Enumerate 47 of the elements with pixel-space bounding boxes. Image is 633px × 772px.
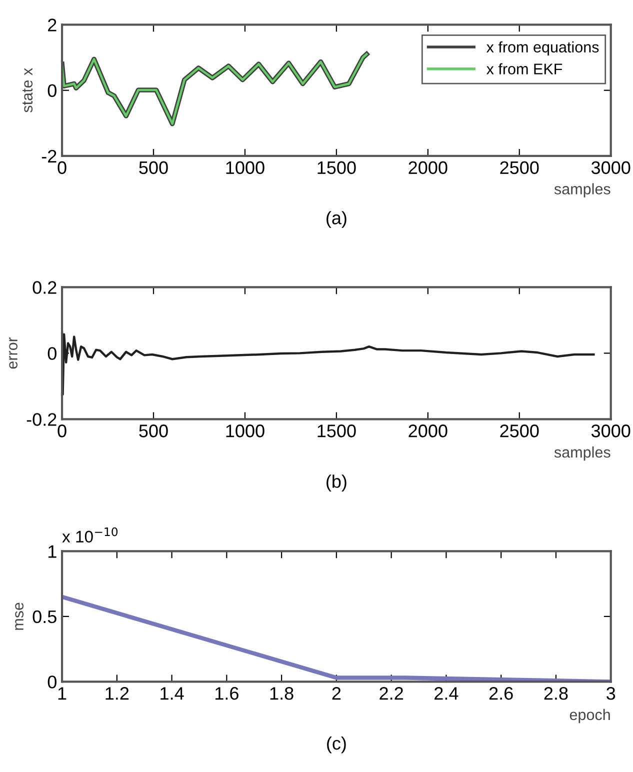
y-tick-label: 0.5 xyxy=(32,610,56,624)
y-tick-label: 1 xyxy=(48,545,56,558)
x-tick-label: 1.2 xyxy=(106,687,129,700)
text: (a) xyxy=(326,211,346,228)
x-tick-label: 3 xyxy=(606,687,616,700)
x-tick-label: 3000 xyxy=(591,424,630,438)
y-tick-label: 0 xyxy=(48,84,56,98)
y-tick-label: -0.2 xyxy=(26,413,56,426)
x-tick-label: 1500 xyxy=(318,424,356,438)
x-tick-label: 2 xyxy=(332,687,341,700)
x-tick-label: 1000 xyxy=(226,424,264,438)
y-tick-label: 0 xyxy=(48,676,56,688)
x-tick-label: 1.6 xyxy=(216,687,238,700)
x-tick-label: 2500 xyxy=(500,161,539,174)
y-axis-title: state x xyxy=(22,68,33,112)
x-tick-label: 1000 xyxy=(226,161,264,174)
line-series xyxy=(62,331,595,396)
x-tick-label: 2000 xyxy=(408,424,448,438)
text: (c) xyxy=(327,736,346,754)
x-tick-label: 2.8 xyxy=(544,687,568,700)
y-tick-label: 0.2 xyxy=(32,281,56,294)
y-tick-label: -2 xyxy=(42,150,56,162)
x-tick-label: 2.4 xyxy=(434,687,458,700)
legend-label: x from equations xyxy=(486,41,599,56)
x-tick-label: 2.6 xyxy=(489,687,513,700)
y-axis-title: mse xyxy=(15,602,24,630)
x-tick-label: 1500 xyxy=(318,161,356,174)
x-tick-label: 0 xyxy=(58,424,66,438)
y-tick-label: 2 xyxy=(48,18,56,32)
x-tick-label: 2.2 xyxy=(380,687,403,700)
x-tick-label: 1.8 xyxy=(270,687,294,700)
x-axis-title: epoch xyxy=(570,708,610,724)
x-tick-label: 2000 xyxy=(408,161,448,174)
text: (b) xyxy=(326,474,346,492)
y-axis-title: error xyxy=(9,337,18,369)
legend-label: x from EKF xyxy=(486,63,562,74)
x-tick-label: 3000 xyxy=(591,161,630,174)
x-axis-title: samples xyxy=(554,183,610,198)
x-tick-label: 0 xyxy=(58,161,66,174)
x-tick-label: 500 xyxy=(139,161,168,174)
x-tick-label: 2500 xyxy=(500,424,539,438)
x-tick-label: 500 xyxy=(139,424,168,438)
x-tick-label: 1.4 xyxy=(160,687,184,700)
text: x 10$^{−10}$ xyxy=(62,527,118,543)
y-tick-label: 0 xyxy=(48,347,56,360)
x-axis-title: samples xyxy=(554,446,610,461)
x-tick-label: 1 xyxy=(58,687,66,700)
